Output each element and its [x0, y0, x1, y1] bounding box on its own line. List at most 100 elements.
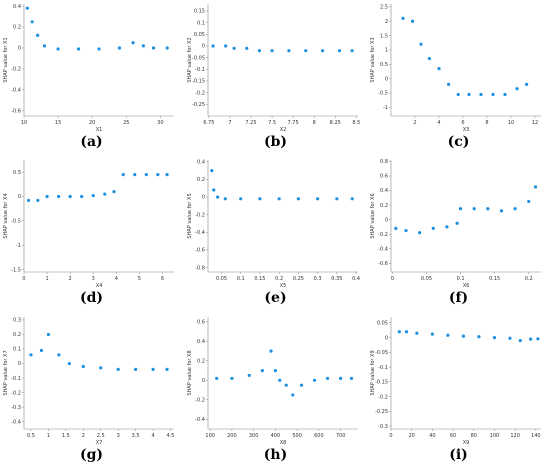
scatter-plot: 0 1 2 3 4 5 6 -1.5 -1 -0.5 0 0.5 X4 SHAP value for X4 [3, 160, 174, 289]
data-point [144, 173, 148, 177]
panel-label: (g) [79, 447, 104, 463]
data-points [210, 168, 354, 201]
chart-panel-e: 0.05 0.1 0.15 0.2 0.25 0.3 0.35 0.4 -0.8 -0.6 -0.4… [184, 156, 367, 312]
x-tick-label: 2 [69, 276, 72, 282]
y-tick-label: -0.2 [195, 397, 205, 403]
y-tick-label: -0.2 [378, 394, 388, 400]
data-point [232, 46, 236, 50]
data-point [518, 338, 522, 343]
y-tick-label: -0.6 [378, 261, 388, 267]
data-point [29, 353, 33, 357]
x-tick-label: 7 [228, 120, 231, 126]
data-point [76, 47, 81, 51]
y-tick-label: 0 [202, 378, 205, 384]
data-point [269, 349, 273, 353]
x-axis-label: X3 [463, 127, 470, 133]
data-points [394, 185, 538, 235]
x-tick-label: 100 [205, 433, 215, 439]
data-point [56, 47, 60, 51]
x-tick-label: 2.5 [97, 433, 105, 439]
y-tick-label: 0.4 [380, 188, 388, 194]
x-tick-label: 20 [409, 433, 415, 439]
chart-panel-h: 100 200 300 400 500 600 700 -0.4 -0.2 0 0.2 0.4 0.6 X… [184, 313, 367, 469]
data-point [134, 367, 138, 371]
data-point [397, 330, 401, 334]
x-tick-label: 700 [336, 433, 346, 439]
y-tick-label: 2.5 [380, 5, 388, 11]
data-point [151, 367, 155, 371]
data-point [479, 92, 483, 97]
y-tick-label: -0.5 [11, 219, 21, 225]
data-point [239, 197, 243, 201]
x-tick-label: 2 [413, 120, 416, 126]
panel-label: (e) [264, 290, 287, 306]
y-tick-label: 0.6 [197, 320, 205, 326]
y-tick-label: -0.6 [195, 248, 205, 254]
data-point [91, 193, 95, 198]
data-point [257, 49, 262, 53]
data-point [533, 185, 538, 189]
y-tick-label: 0.4 [13, 4, 21, 10]
x-tick-label: 6 [161, 276, 164, 282]
data-point [165, 173, 169, 177]
y-axis-label: SHAP value for X1 [3, 37, 9, 82]
data-point [97, 47, 101, 51]
data-point [46, 332, 51, 337]
y-tick-label: -0.2 [11, 67, 21, 73]
data-point [245, 46, 249, 50]
data-point [525, 82, 529, 87]
y-axis-label: SHAP value for X4 [3, 193, 9, 238]
x-tick-label: 600 [314, 433, 324, 439]
x-tick-label: 15 [55, 120, 61, 126]
x-tick-label: 20 [89, 120, 95, 126]
scatter-plot: 0.05 0.1 0.15 0.2 0.25 0.3 0.35 0.4 -0.8 -0.6 -0.4… [187, 159, 360, 289]
data-point [30, 20, 34, 24]
x-axis-label: X1 [96, 127, 103, 133]
data-point [350, 49, 354, 53]
data-point [404, 228, 408, 233]
data-point [258, 197, 262, 201]
x-axis-label: X8 [280, 440, 287, 446]
y-tick-label: -0.1 [378, 365, 388, 371]
y-tick-label: 0.2 [197, 177, 205, 183]
y-tick-label: 0.2 [13, 332, 21, 338]
data-point [291, 393, 295, 397]
data-points [211, 44, 354, 53]
data-point [151, 46, 156, 50]
y-tick-label: 0.5 [380, 62, 388, 68]
data-point [247, 373, 251, 378]
panel-label: (b) [263, 134, 288, 150]
data-point [277, 197, 281, 201]
y-tick-label: 0.1 [13, 347, 21, 353]
chart-panel-d: 0 1 2 3 4 5 6 -1.5 -1 -0.5 0 0.5 X4 SHAP value for X4… [0, 156, 183, 312]
data-point [67, 361, 71, 366]
data-point [325, 376, 330, 380]
data-point [270, 49, 274, 53]
panel-label: (f) [448, 290, 469, 306]
data-point [350, 197, 354, 201]
y-axis-label: SHAP value for X8 [187, 350, 193, 395]
y-axis-label: SHAP value for X3 [370, 37, 376, 82]
data-point [25, 6, 30, 10]
x-tick-label: 0 [22, 276, 25, 282]
data-point [230, 376, 234, 380]
y-tick-label: -0.4 [11, 88, 21, 94]
data-point [456, 92, 460, 97]
data-point [215, 376, 219, 380]
y-tick-label: 0 [18, 361, 21, 367]
data-point [419, 42, 423, 46]
data-points [27, 173, 169, 203]
y-tick-label: -0.2 [11, 390, 21, 396]
chart-panel-f: 0 0.05 0.1 0.15 0.2 -0.6 -0.4 -0.2 0 0.2 0.4 0.6 0.8… [367, 156, 550, 312]
x-tick-label: 0.15 [489, 276, 500, 282]
data-point [117, 46, 122, 50]
scatter-plot: 100 200 300 400 500 600 700 -0.4 -0.2 0 0.2 0.4 0.6 X… [187, 317, 358, 446]
y-tick-label: 0 [385, 76, 388, 82]
x-axis-label: X9 [463, 440, 470, 446]
y-tick-label: 0.05 [377, 321, 388, 327]
data-point [394, 226, 398, 230]
y-tick-label: 0 [385, 335, 388, 341]
data-point [273, 368, 277, 373]
data-point [131, 41, 135, 45]
y-tick-label: 0 [385, 217, 388, 223]
